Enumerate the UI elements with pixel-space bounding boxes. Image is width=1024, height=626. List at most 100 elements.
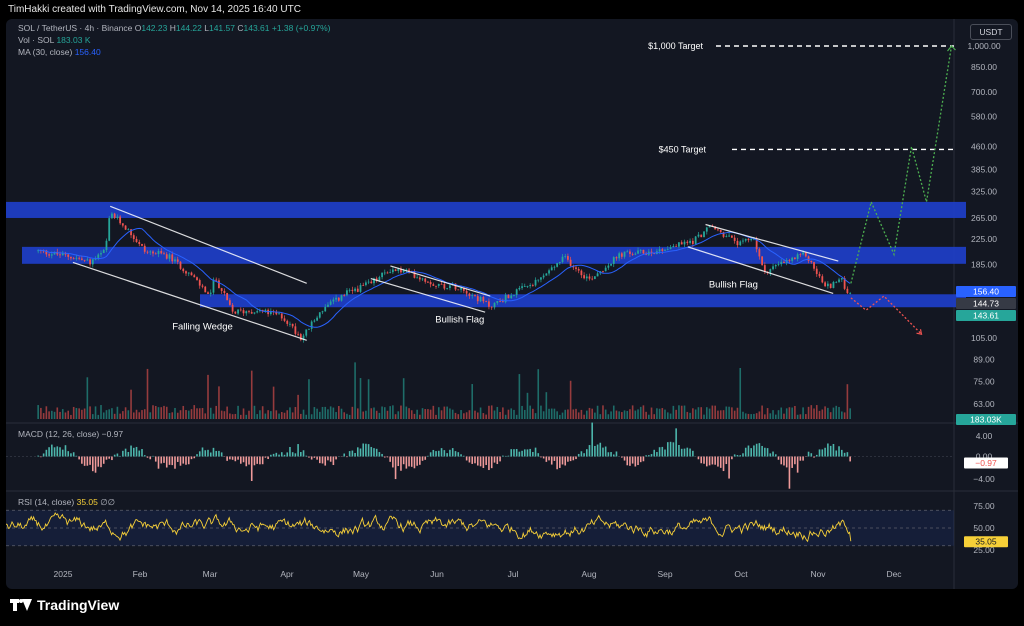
rsi-pane	[6, 509, 954, 547]
ma-label[interactable]: MA (30, close)	[18, 47, 73, 57]
macd-bar	[92, 456, 94, 472]
candle-body	[717, 229, 719, 231]
tradingview-logo[interactable]: TradingView	[10, 597, 119, 613]
rsi-label[interactable]: RSI (14, close)	[18, 497, 75, 507]
candle-body	[100, 253, 102, 255]
volume-bar	[240, 414, 242, 419]
macd-bar	[185, 456, 187, 465]
target-label-0: $1,000 Target	[648, 41, 703, 51]
candle-body	[157, 251, 160, 254]
time-tick-2: Mar	[203, 569, 218, 579]
candle-body	[313, 320, 316, 322]
volume-bar	[449, 408, 451, 419]
candle-body	[678, 242, 680, 247]
macd-bar	[416, 456, 418, 466]
candle-body	[119, 216, 122, 224]
candle-body	[386, 272, 389, 274]
candle-body	[575, 267, 577, 269]
volume-bar	[815, 405, 818, 419]
projection-down-path	[850, 295, 922, 335]
volume-bar	[631, 405, 634, 419]
candles	[37, 212, 852, 343]
candle-body	[138, 242, 141, 244]
volume-bar	[454, 412, 457, 419]
chart-frame[interactable]: Falling Wedge Bullish Flag Bullish Flag $1…	[6, 19, 1018, 589]
macd-bar	[316, 456, 318, 460]
macd-bar	[250, 456, 253, 482]
volume-bar	[146, 368, 149, 419]
time-tick-8: Sep	[657, 569, 672, 579]
volume-bar	[100, 405, 102, 419]
macd-bar	[835, 450, 838, 457]
candle-body	[179, 261, 182, 269]
macd-bar	[564, 456, 567, 466]
symbol-title[interactable]: SOL / TetherUS · 4h · Binance	[18, 23, 133, 33]
candle-body	[67, 254, 70, 257]
volume-bar	[653, 414, 656, 419]
macd-bar	[61, 449, 64, 457]
volume-bar	[42, 413, 45, 419]
currency-button[interactable]: USDT	[970, 24, 1012, 40]
volume-bar	[656, 408, 658, 419]
candle-body	[639, 249, 642, 251]
macd-bar	[700, 456, 703, 464]
macd-bar	[124, 448, 127, 457]
candle-body	[849, 293, 852, 294]
macd-bar	[454, 451, 457, 457]
candle-body	[308, 328, 310, 330]
candle-body	[564, 256, 567, 257]
volume-bar	[165, 406, 168, 419]
volume-bar	[370, 408, 373, 419]
candle-body	[675, 245, 678, 247]
macd-bar	[815, 454, 818, 457]
candle-body	[275, 312, 278, 315]
candle-body	[370, 281, 373, 284]
candle-body	[402, 270, 405, 273]
price-tick-13: 75.00	[973, 376, 995, 386]
macd-bar	[37, 455, 39, 457]
macd-bar	[381, 453, 383, 457]
volume-bar	[253, 405, 256, 419]
candle-body	[714, 226, 717, 230]
macd-label[interactable]: MACD (12, 26, close)	[18, 429, 100, 439]
candle-body	[163, 253, 165, 255]
macd-bar	[634, 456, 637, 467]
candle-body	[736, 240, 739, 246]
pattern-lines: Falling Wedge Bullish Flag Bullish Flag	[72, 205, 839, 341]
volume-bar	[545, 392, 548, 419]
rsi-value-badge	[964, 536, 1008, 548]
volume-bar	[154, 406, 157, 419]
macd-bar	[780, 456, 783, 465]
candle-body	[471, 295, 474, 296]
volume-bar	[351, 406, 354, 419]
rsi-tick-2: 25.00	[973, 545, 995, 555]
volume-bar	[675, 409, 677, 419]
volume-bar	[327, 409, 329, 419]
volume-bar	[234, 413, 237, 419]
candle-body	[253, 312, 256, 314]
volume-bar	[488, 405, 490, 419]
macd-bar	[182, 456, 185, 464]
candle-body	[482, 296, 485, 302]
macd-bar	[648, 455, 650, 457]
volume-label[interactable]: Vol · SOL	[18, 35, 55, 45]
candle-body	[121, 223, 124, 226]
candle-body	[212, 279, 215, 293]
volume-bar	[788, 407, 791, 419]
macd-bar	[218, 450, 220, 457]
volume-bar	[321, 406, 324, 419]
chart-svg[interactable]: Falling Wedge Bullish Flag Bullish Flag $1…	[6, 19, 1018, 589]
volume-bar	[703, 414, 705, 419]
candle-body	[375, 278, 378, 281]
macd-bar	[744, 447, 747, 457]
volume-bar	[583, 414, 585, 419]
volume-bar	[813, 408, 815, 419]
candle-body	[316, 317, 318, 321]
candle-body	[343, 295, 346, 297]
volume-bar	[479, 407, 482, 419]
projection-down-arrowhead	[916, 329, 923, 335]
candle-body	[37, 250, 40, 252]
macd-bar	[141, 449, 143, 457]
volume-bar	[324, 406, 327, 419]
macd-bar	[365, 443, 367, 457]
